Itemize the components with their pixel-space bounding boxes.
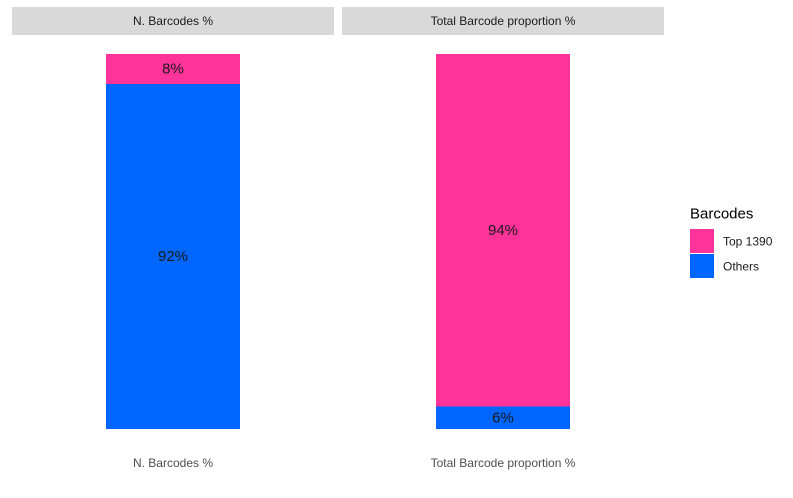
panel-strip-label-1: N. Barcodes % — [133, 14, 213, 28]
legend-label-others: Others — [723, 260, 759, 274]
panel-strip-label-2: Total Barcode proportion % — [431, 14, 576, 28]
bar-segment-others-panel-2 — [436, 406, 570, 429]
data-label-others-panel-1: 92% — [158, 248, 188, 265]
legend-swatch-top-1390 — [690, 229, 714, 253]
x-tick-label-panel-1: N. Barcodes % — [133, 456, 213, 470]
bar-segment-others-panel-1 — [106, 84, 240, 429]
data-label-top-1390-panel-1: 8% — [162, 61, 184, 78]
legend-swatch-others — [690, 254, 714, 278]
legend-label-top-1390: Top 1390 — [723, 235, 773, 249]
x-tick-label-panel-2: Total Barcode proportion % — [431, 456, 576, 470]
data-label-top-1390-panel-2: 94% — [488, 222, 518, 239]
panel-strip-1 — [12, 7, 334, 35]
legend-title: Barcodes — [690, 206, 753, 223]
bar-segment-top-1390-panel-2 — [436, 54, 570, 407]
data-label-others-panel-2: 6% — [492, 409, 514, 426]
bar-segment-top-1390-panel-1 — [106, 54, 240, 84]
panel-strip-2 — [342, 7, 664, 35]
